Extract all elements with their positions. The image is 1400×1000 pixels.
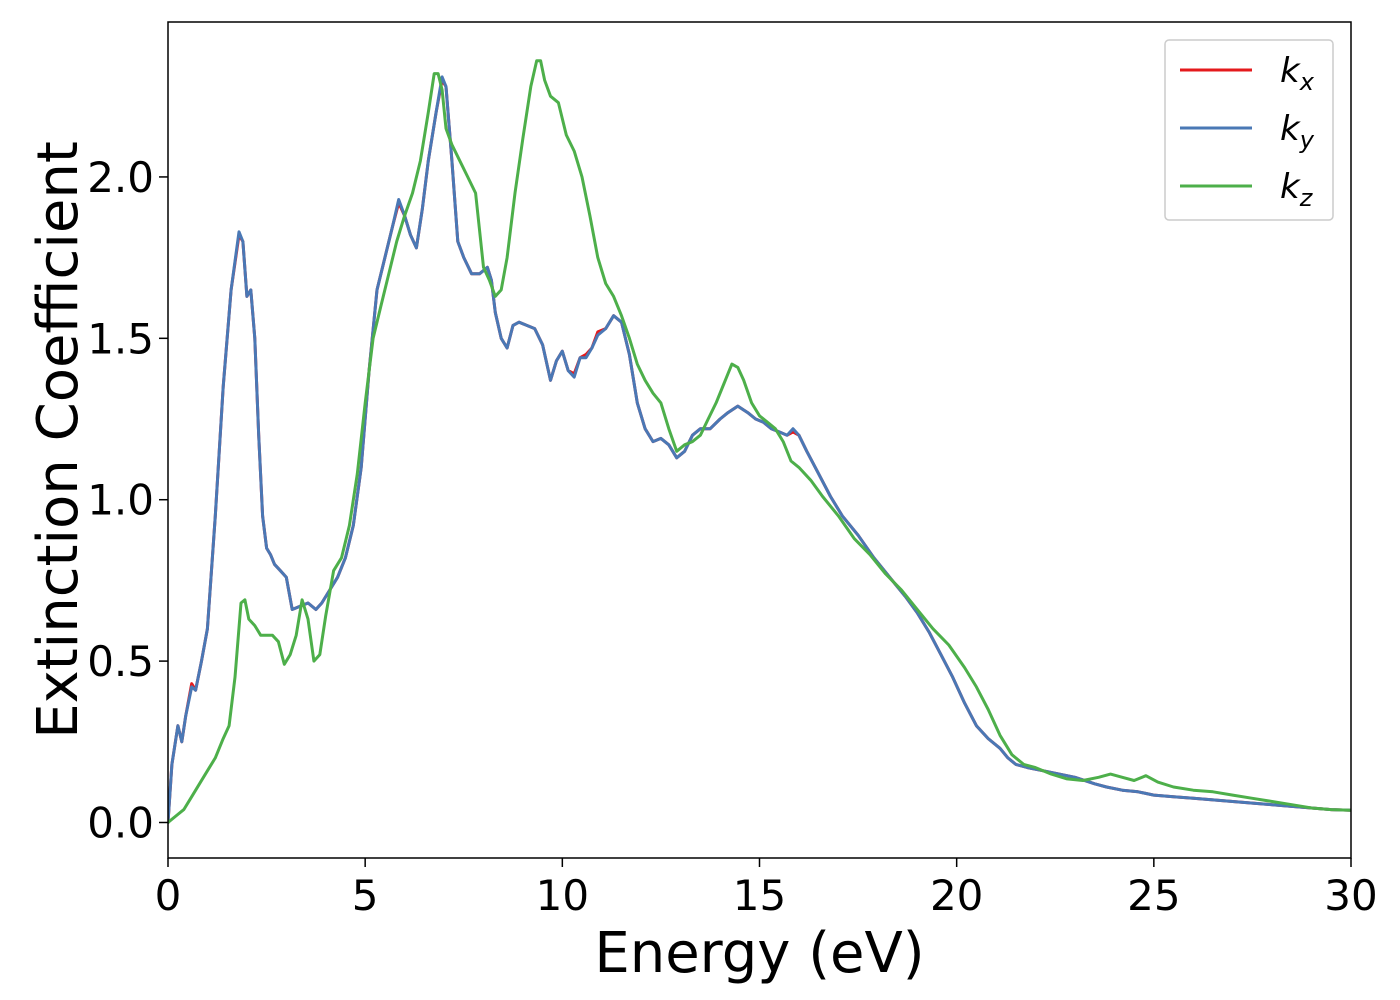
x-tick-label: 25: [1127, 871, 1180, 920]
x-axis-ticks: 0 5 10 15 20 25 30: [155, 858, 1378, 920]
y-tick-label: 0.0: [87, 798, 154, 847]
legend-box: [1164, 39, 1334, 221]
y-tick-label: 0.5: [87, 637, 154, 686]
legend-label-x: kx: [1280, 51, 1315, 96]
x-axis-title: Energy (eV): [594, 921, 924, 986]
series-line-z: [168, 59, 1351, 824]
y-tick-label: 1.0: [87, 476, 154, 525]
plot-frame: [167, 21, 1352, 859]
x-tick-label: 10: [536, 871, 589, 920]
y-axis-title: Extinction Coefficient: [26, 141, 91, 739]
x-tick-label: 20: [930, 871, 983, 920]
x-tick-label: 15: [733, 871, 786, 920]
y-tick-label: 2.0: [87, 153, 154, 202]
y-axis-ticks: 0.0 0.5 1.0 1.5 2.0: [87, 153, 168, 847]
legend-label-y: ky: [1280, 109, 1315, 154]
legend-label-z: kz: [1280, 167, 1314, 212]
series-line-y: [168, 75, 1351, 824]
x-tick-label: 30: [1324, 871, 1377, 920]
y-tick-label: 1.5: [87, 314, 154, 363]
x-tick-label: 0: [155, 871, 182, 920]
x-tick-label: 5: [352, 871, 379, 920]
legend: kx ky kz: [1164, 39, 1334, 221]
series-layer: [168, 59, 1351, 824]
